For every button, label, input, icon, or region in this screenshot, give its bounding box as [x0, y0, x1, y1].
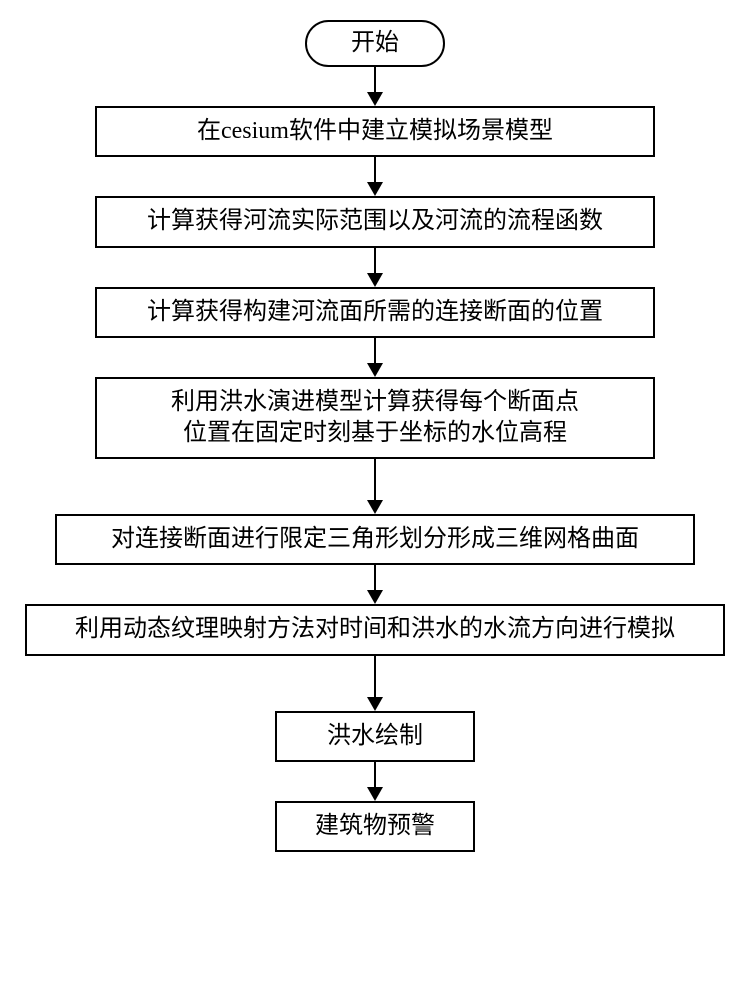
flow-node-step5: 对连接断面进行限定三角形划分形成三维网格曲面: [55, 514, 695, 565]
flow-arrow-step6: [367, 656, 383, 711]
flow-arrow-step4: [367, 459, 383, 514]
flow-node-step4: 利用洪水演进模型计算获得每个断面点位置在固定时刻基于坐标的水位高程: [95, 377, 655, 459]
flowchart-container: 开始在cesium软件中建立模拟场景模型计算获得河流实际范围以及河流的流程函数计…: [25, 20, 725, 852]
flow-arrow-step1: [367, 157, 383, 196]
flow-arrow-start: [367, 67, 383, 106]
flow-arrow-step3: [367, 338, 383, 377]
flow-node-step6: 利用动态纹理映射方法对时间和洪水的水流方向进行模拟: [25, 604, 725, 655]
flow-node-step2: 计算获得河流实际范围以及河流的流程函数: [95, 196, 655, 247]
flow-arrow-step5: [367, 565, 383, 604]
flow-node-step3: 计算获得构建河流面所需的连接断面的位置: [95, 287, 655, 338]
flow-node-step1: 在cesium软件中建立模拟场景模型: [95, 106, 655, 157]
flow-arrow-step7: [367, 762, 383, 801]
flow-node-start: 开始: [305, 20, 445, 67]
flow-node-step7: 洪水绘制: [275, 711, 475, 762]
flow-arrow-step2: [367, 248, 383, 287]
flow-node-step8: 建筑物预警: [275, 801, 475, 852]
